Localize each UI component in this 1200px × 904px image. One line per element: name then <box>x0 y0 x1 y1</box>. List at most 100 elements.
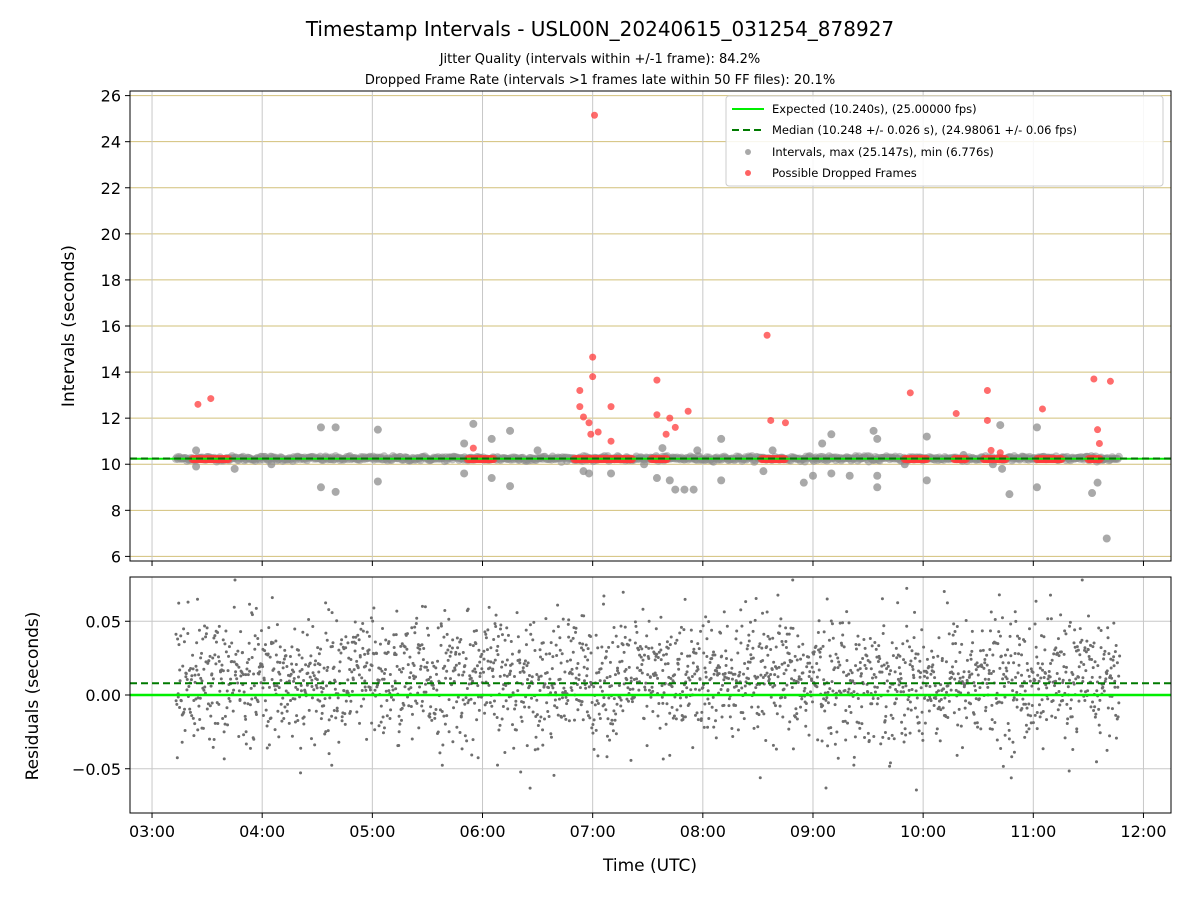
residual-point <box>247 658 250 661</box>
residual-point <box>506 675 509 678</box>
residual-point <box>1095 760 1098 763</box>
residual-point <box>264 699 267 702</box>
residual-point <box>645 705 648 708</box>
residual-point <box>409 671 412 674</box>
residual-point <box>609 661 612 664</box>
residual-point <box>925 684 928 687</box>
interval-point <box>267 460 275 468</box>
residual-point <box>1101 686 1104 689</box>
residual-point <box>569 659 572 662</box>
residual-point <box>712 651 715 654</box>
residual-point <box>876 702 879 705</box>
residual-point <box>828 639 831 642</box>
residual-point <box>1091 645 1094 648</box>
residual-point <box>979 727 982 730</box>
residual-point <box>302 723 305 726</box>
residual-point <box>324 601 327 604</box>
residual-point <box>943 697 946 700</box>
residual-point <box>811 700 814 703</box>
residual-point <box>923 675 926 678</box>
residual-point <box>483 658 486 661</box>
residual-point <box>941 657 944 660</box>
residual-point <box>357 666 360 669</box>
residual-point <box>659 649 662 652</box>
residual-point <box>556 604 559 607</box>
residual-point <box>471 680 474 683</box>
residual-point <box>279 645 282 648</box>
dropped-frame-point <box>608 438 615 445</box>
residual-point <box>628 639 631 642</box>
residual-point <box>836 656 839 659</box>
residual-point <box>292 670 295 673</box>
residual-point <box>737 689 740 692</box>
residual-point <box>415 622 418 625</box>
residual-point <box>179 679 182 682</box>
residual-point <box>708 702 711 705</box>
residual-point <box>463 703 466 706</box>
dropped-frame-point <box>585 419 592 426</box>
residual-point <box>603 703 606 706</box>
residual-point <box>437 730 440 733</box>
residual-point <box>418 648 421 651</box>
residual-point <box>622 591 625 594</box>
residual-point <box>801 643 804 646</box>
residual-point <box>241 651 244 654</box>
residual-point <box>392 698 395 701</box>
residual-point <box>640 656 643 659</box>
residual-point <box>783 688 786 691</box>
residual-point <box>985 682 988 685</box>
residual-point <box>226 723 229 726</box>
residual-point <box>1099 731 1102 734</box>
residual-point <box>878 657 881 660</box>
residual-point <box>567 618 570 621</box>
residual-point <box>990 704 993 707</box>
residual-point <box>754 686 757 689</box>
residual-point <box>1089 705 1092 708</box>
residual-point <box>705 676 708 679</box>
residual-point <box>244 718 247 721</box>
residual-point <box>1020 653 1023 656</box>
residual-point <box>1060 650 1063 653</box>
residual-point <box>210 685 213 688</box>
residual-point <box>460 712 463 715</box>
residual-point <box>664 662 667 665</box>
residual-point <box>174 633 177 636</box>
residual-point <box>970 673 973 676</box>
residual-point <box>860 672 863 675</box>
residual-point <box>212 677 215 680</box>
interval-point <box>873 472 881 480</box>
residual-point <box>560 661 563 664</box>
residual-point <box>710 677 713 680</box>
residual-point <box>461 674 464 677</box>
interval-point <box>374 426 382 434</box>
residual-point <box>484 633 487 636</box>
residual-point <box>909 660 912 663</box>
residual-point <box>379 643 382 646</box>
residual-point <box>311 625 314 628</box>
residual-point <box>695 652 698 655</box>
residual-point <box>611 641 614 644</box>
residual-point <box>529 623 532 626</box>
residual-point <box>274 688 277 691</box>
interval-point <box>488 435 496 443</box>
residual-point <box>1113 686 1116 689</box>
residual-point <box>475 629 478 632</box>
residual-point <box>659 616 662 619</box>
residual-point <box>954 660 957 663</box>
residual-point <box>864 647 867 650</box>
residual-point <box>351 690 354 693</box>
residual-point <box>494 659 497 662</box>
residual-point <box>303 716 306 719</box>
residual-point <box>662 654 665 657</box>
residual-point <box>1010 776 1013 779</box>
residual-point <box>976 726 979 729</box>
residual-point <box>389 673 392 676</box>
residual-point <box>364 686 367 689</box>
residual-point <box>641 608 644 611</box>
x-tick-label-9: 12:00 <box>1120 822 1166 841</box>
residual-point <box>1024 690 1027 693</box>
residual-point <box>586 667 589 670</box>
residual-point <box>388 717 391 720</box>
residual-point <box>567 636 570 639</box>
residual-point <box>761 659 764 662</box>
